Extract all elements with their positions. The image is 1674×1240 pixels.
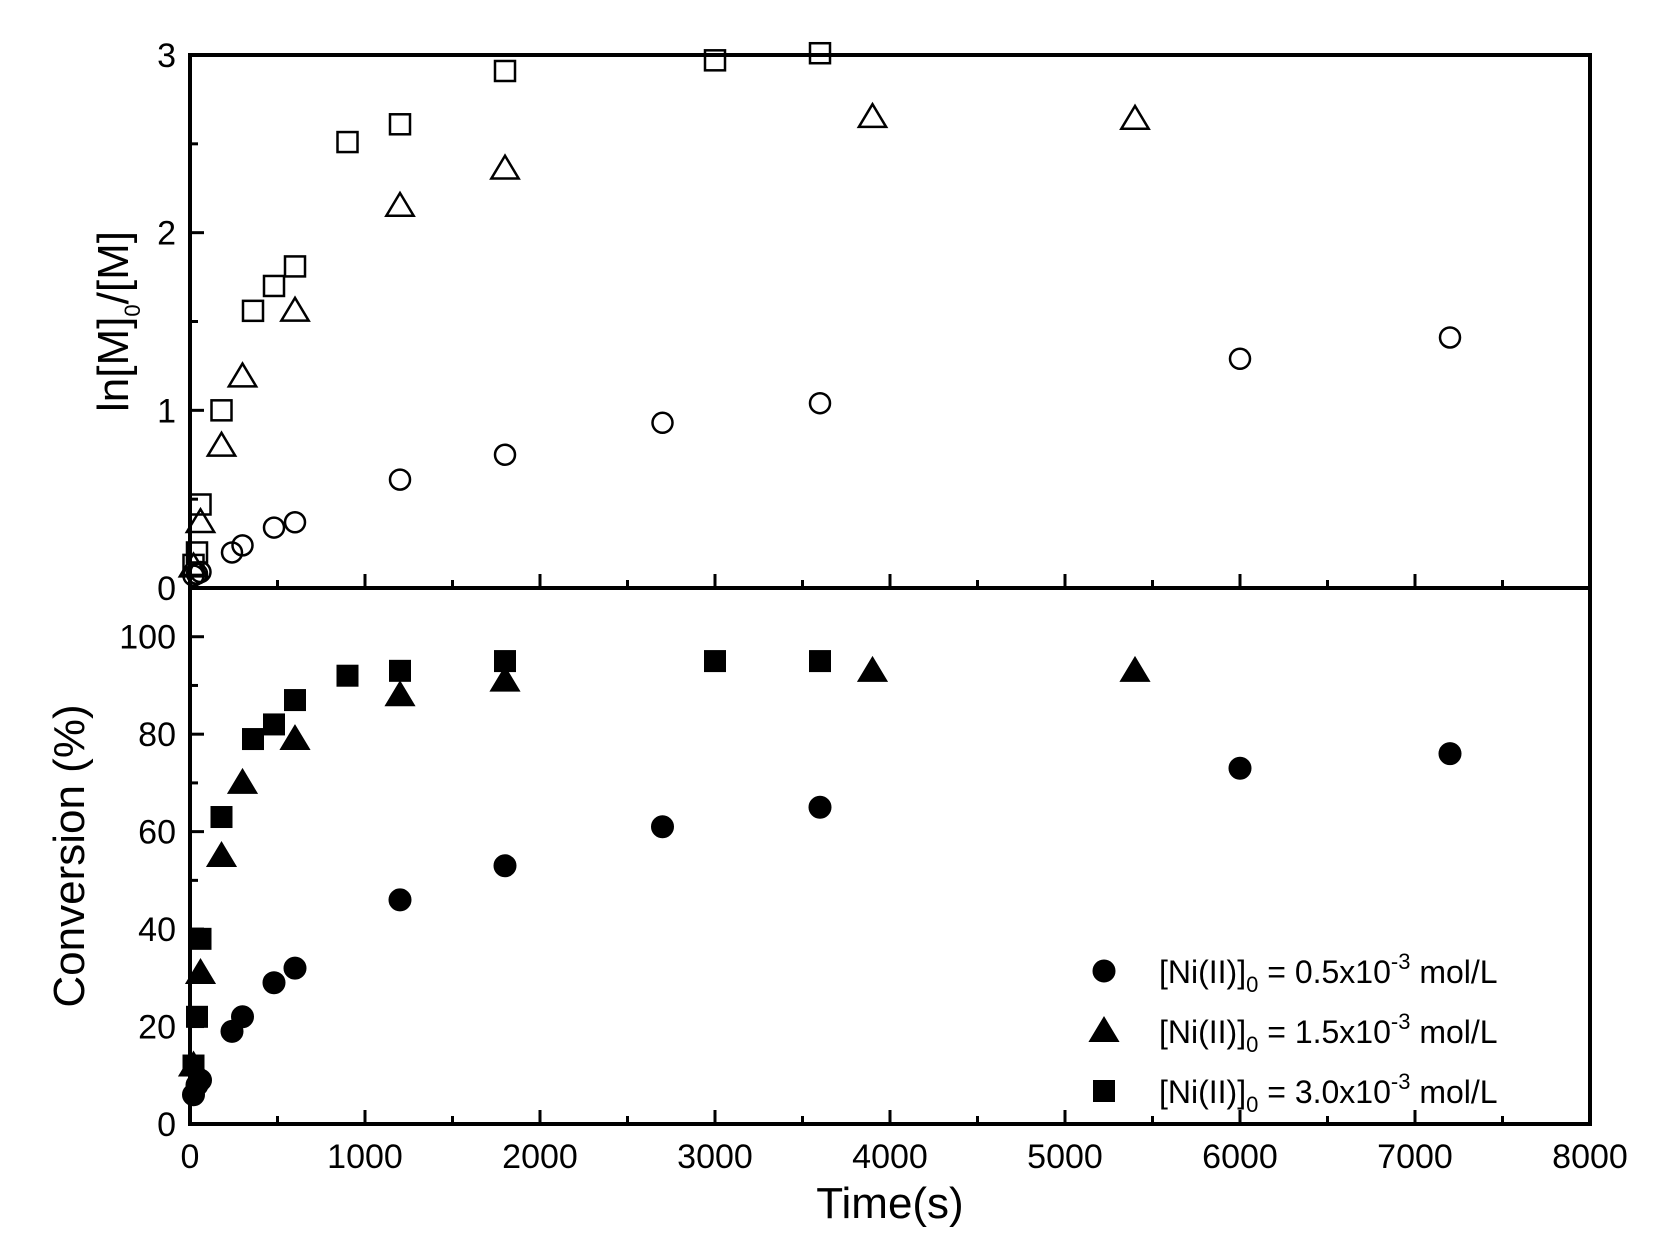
legend-label: [Ni(II)]0 = 1.5x10-3 mol/L [1159, 1009, 1498, 1057]
bottom-data-point [283, 956, 307, 980]
y-axis-title-bottom: Conversion (%) [45, 704, 94, 1007]
bottom-data-point [494, 650, 516, 673]
top-data-point [210, 399, 233, 422]
y-axis-title-top: ln[M]0/[M] [89, 231, 145, 412]
top-data-point [493, 443, 517, 466]
bottom-data-point [242, 728, 264, 751]
x-tick-label: 8000 [1552, 1138, 1628, 1176]
top-data-point [283, 511, 307, 534]
bottom-data-point [189, 927, 212, 950]
bottom-data-point [205, 841, 238, 867]
marker-layer [177, 41, 1462, 1107]
x-tick-label: 2000 [502, 1138, 578, 1176]
legend-label: [Ni(II)]0 = 3.0x10-3 mol/L [1159, 1069, 1498, 1117]
bottom-data-point [1119, 655, 1151, 682]
bottom-data-point [808, 795, 832, 819]
bottom-data-point [1228, 756, 1252, 780]
top-data-point [703, 49, 727, 72]
y-tick-label: 20 [138, 1009, 176, 1047]
top-data-point [262, 516, 286, 539]
top-data-point [262, 274, 286, 298]
top-data-point [808, 391, 832, 415]
legend-marker [1092, 959, 1116, 983]
top-data-point [1438, 326, 1462, 349]
top-data-point [1119, 103, 1151, 130]
x-tick-label: 6000 [1202, 1138, 1278, 1176]
top-data-point [651, 411, 674, 435]
bottom-data-point [284, 689, 306, 712]
y-tick-label: 1 [157, 392, 176, 430]
top-data-point [226, 361, 259, 388]
bottom-data-point [184, 957, 217, 984]
y-tick-label: 80 [138, 716, 176, 754]
bottom-data-point [809, 650, 831, 673]
bottom-data-point [263, 713, 285, 736]
label-layer: 0 1000 2000 3000 4000 5000 6000 7000 8000 0 1 2 3 0 20… [45, 37, 1628, 1228]
legend-marker [1093, 1080, 1115, 1102]
y-tick-label: 2 [157, 215, 176, 253]
top-data-point [808, 41, 832, 65]
top-data-point [231, 534, 254, 557]
bottom-data-point [493, 854, 517, 878]
legend: [Ni(II)]0 = 0.5x10-3 mol/L [Ni(II)]0 = 1.… [1088, 949, 1498, 1117]
bottom-data-point [388, 888, 412, 912]
x-tick-label: 7000 [1377, 1138, 1453, 1176]
top-data-point [184, 506, 217, 534]
top-data-point [205, 430, 238, 457]
x-tick-label: 5000 [1027, 1138, 1103, 1176]
y-tick-label: 0 [157, 570, 176, 608]
x-tick-label: 3000 [677, 1138, 753, 1176]
bottom-data-point [182, 1054, 205, 1077]
top-data-point [856, 101, 889, 129]
bottom-data-point [231, 1005, 254, 1029]
bottom-data-point [651, 815, 674, 839]
top-data-point [388, 113, 412, 136]
bottom-data-point [262, 971, 286, 995]
top-data-point [384, 190, 416, 218]
y-tick-label: 100 [119, 619, 176, 657]
y-tick-label: 0 [157, 1106, 176, 1144]
top-data-point [177, 551, 210, 578]
x-tick-label: 4000 [852, 1138, 928, 1176]
top-data-point [493, 59, 517, 83]
y-tick-label: 40 [138, 911, 176, 949]
top-data-point [283, 255, 307, 278]
bottom-data-point [489, 665, 521, 692]
top-data-point [336, 130, 359, 154]
top-data-point [388, 468, 412, 491]
bottom-data-point [1438, 742, 1462, 766]
top-data-point [185, 541, 209, 564]
top-data-point [1228, 347, 1252, 371]
bottom-data-point [336, 664, 359, 687]
x-axis-title: Time(s) [816, 1179, 963, 1228]
y-tick-label: 3 [157, 37, 176, 75]
y-tick-label: 60 [138, 814, 176, 852]
bottom-data-point [856, 655, 889, 682]
x-tick-label: 1000 [327, 1138, 403, 1176]
bottom-data-point [389, 659, 411, 682]
bottom-data-point [210, 806, 233, 829]
top-data-point [189, 493, 212, 516]
bottom-data-point [704, 650, 726, 673]
x-tick-label: 0 [181, 1138, 200, 1176]
top-data-point [182, 553, 205, 577]
bottom-data-point [226, 767, 259, 794]
bottom-data-point [279, 724, 311, 751]
top-data-point [489, 153, 521, 180]
top-data-point [241, 299, 265, 323]
bottom-data-point [186, 1005, 208, 1028]
top-data-point [279, 295, 311, 322]
legend-marker [1088, 1016, 1120, 1042]
bottom-data-point [384, 680, 416, 707]
legend-label: [Ni(II)]0 = 0.5x10-3 mol/L [1159, 949, 1498, 997]
